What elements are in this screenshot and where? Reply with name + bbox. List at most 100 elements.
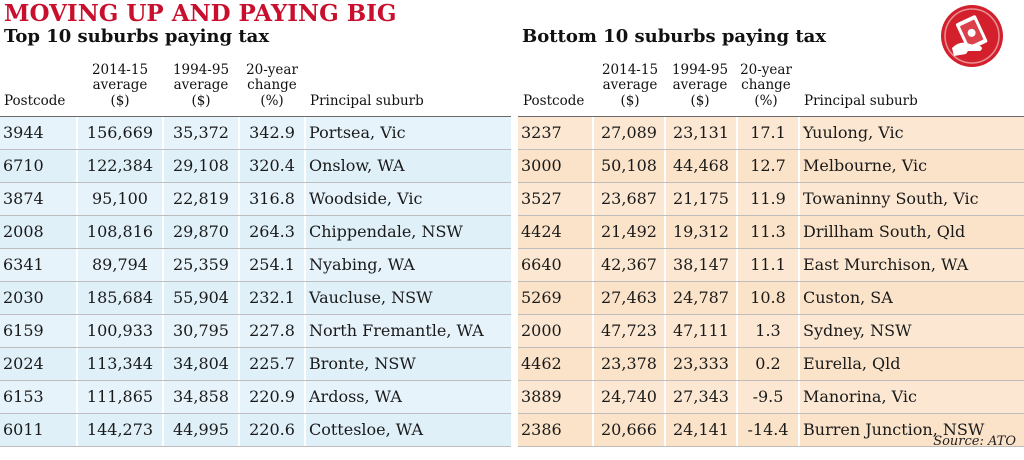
table-body: 3944 156,669 35,372 342.9 Portsea, Vic 6710 12… <box>0 116 511 447</box>
avg-2014-cell: 47,723 <box>594 315 664 347</box>
avg-2014-cell: 95,100 <box>78 183 162 215</box>
avg-1994-cell: 23,333 <box>666 348 736 380</box>
suburb-cell: Melbourne, Vic <box>800 150 1024 182</box>
postcode-cell: 2008 <box>0 216 76 248</box>
header-avg-1994: 1994-95 average ($) <box>671 61 729 109</box>
table-header: Postcode 2014-15 average ($) 1994-95 averag… <box>0 50 511 116</box>
avg-1994-cell: 21,175 <box>666 183 736 215</box>
suburb-cell: Manorina, Vic <box>800 381 1024 413</box>
header-avg-2014: 2014-15 average ($) <box>601 61 659 109</box>
header-suburb: Principal suburb <box>804 92 918 109</box>
avg-2014-cell: 100,933 <box>78 315 162 347</box>
table-row: 5269 27,463 24,787 10.8 Custon, SA <box>518 282 1024 315</box>
change-cell: 10.8 <box>738 282 798 314</box>
table-row: 6153 111,865 34,858 220.9 Ardoss, WA <box>0 381 511 414</box>
change-cell: 11.1 <box>738 249 798 281</box>
top-10-subtitle: Top 10 suburbs paying tax <box>4 26 270 47</box>
change-cell: 11.9 <box>738 183 798 215</box>
postcode-cell: 2386 <box>518 414 592 446</box>
bottom-10-subtitle: Bottom 10 suburbs paying tax <box>522 26 827 47</box>
avg-2014-cell: 50,108 <box>594 150 664 182</box>
bottom-10-table: Postcode 2014-15 average ($) 1994-95 averag… <box>518 50 1024 447</box>
header-change: 20-year change (%) <box>246 61 298 109</box>
postcode-cell: 6341 <box>0 249 76 281</box>
table-row: 3889 24,740 27,343 -9.5 Manorina, Vic <box>518 381 1024 414</box>
avg-2014-cell: 185,684 <box>78 282 162 314</box>
avg-1994-cell: 30,795 <box>164 315 238 347</box>
table-body: 3237 27,089 23,131 17.1 Yuulong, Vic 3000 50,1… <box>518 116 1024 447</box>
postcode-cell: 3889 <box>518 381 592 413</box>
postcode-cell: 5269 <box>518 282 592 314</box>
suburb-cell: Drillham South, Qld <box>800 216 1024 248</box>
postcode-cell: 3874 <box>0 183 76 215</box>
suburb-cell: Burren Junction, NSW <box>800 414 1024 446</box>
avg-1994-cell: 35,372 <box>164 117 238 149</box>
postcode-cell: 2030 <box>0 282 76 314</box>
suburb-cell: Ardoss, WA <box>306 381 511 413</box>
change-cell: 220.6 <box>240 414 304 446</box>
table-row: 3000 50,108 44,468 12.7 Melbourne, Vic <box>518 150 1024 183</box>
postcode-cell: 4462 <box>518 348 592 380</box>
postcode-cell: 6153 <box>0 381 76 413</box>
suburb-cell: Woodside, Vic <box>306 183 511 215</box>
change-cell: 17.1 <box>738 117 798 149</box>
header-avg-2014: 2014-15 average ($) <box>91 61 149 109</box>
table-row: 2008 108,816 29,870 264.3 Chippendale, NSW <box>0 216 511 249</box>
avg-2014-cell: 113,344 <box>78 348 162 380</box>
change-cell: 12.7 <box>738 150 798 182</box>
hand-holding-money-icon <box>940 4 1004 68</box>
table-row: 6710 122,384 29,108 320.4 Onslow, WA <box>0 150 511 183</box>
avg-2014-cell: 156,669 <box>78 117 162 149</box>
headline: MOVING UP AND PAYING BIG <box>4 0 397 27</box>
avg-1994-cell: 25,359 <box>164 249 238 281</box>
avg-2014-cell: 89,794 <box>78 249 162 281</box>
avg-2014-cell: 20,666 <box>594 414 664 446</box>
change-cell: 1.3 <box>738 315 798 347</box>
avg-2014-cell: 122,384 <box>78 150 162 182</box>
change-cell: 0.2 <box>738 348 798 380</box>
change-cell: 227.8 <box>240 315 304 347</box>
avg-2014-cell: 23,378 <box>594 348 664 380</box>
avg-1994-cell: 29,108 <box>164 150 238 182</box>
change-cell: 232.1 <box>240 282 304 314</box>
change-cell: 220.9 <box>240 381 304 413</box>
avg-1994-cell: 24,787 <box>666 282 736 314</box>
suburb-cell: Custon, SA <box>800 282 1024 314</box>
avg-2014-cell: 21,492 <box>594 216 664 248</box>
avg-1994-cell: 27,343 <box>666 381 736 413</box>
table-row: 2386 20,666 24,141 -14.4 Burren Junction, NS… <box>518 414 1024 447</box>
postcode-cell: 2024 <box>0 348 76 380</box>
change-cell: 225.7 <box>240 348 304 380</box>
table-row: 3527 23,687 21,175 11.9 Towaninny South, Vic <box>518 183 1024 216</box>
avg-1994-cell: 24,141 <box>666 414 736 446</box>
table-row: 2030 185,684 55,904 232.1 Vaucluse, NSW <box>0 282 511 315</box>
change-cell: 254.1 <box>240 249 304 281</box>
suburb-cell: Onslow, WA <box>306 150 511 182</box>
avg-2014-cell: 108,816 <box>78 216 162 248</box>
avg-2014-cell: 23,687 <box>594 183 664 215</box>
suburb-cell: North Fremantle, WA <box>306 315 511 347</box>
table-row: 6011 144,273 44,995 220.6 Cottesloe, WA <box>0 414 511 447</box>
change-cell: 316.8 <box>240 183 304 215</box>
change-cell: -9.5 <box>738 381 798 413</box>
avg-1994-cell: 29,870 <box>164 216 238 248</box>
change-cell: 264.3 <box>240 216 304 248</box>
postcode-cell: 6159 <box>0 315 76 347</box>
postcode-cell: 2000 <box>518 315 592 347</box>
header-postcode: Postcode <box>523 92 585 109</box>
avg-2014-cell: 27,089 <box>594 117 664 149</box>
suburb-cell: Towaninny South, Vic <box>800 183 1024 215</box>
postcode-cell: 6710 <box>0 150 76 182</box>
header-avg-1994: 1994-95 average ($) <box>172 61 230 109</box>
avg-1994-cell: 34,804 <box>164 348 238 380</box>
avg-2014-cell: 24,740 <box>594 381 664 413</box>
suburb-cell: Nyabing, WA <box>306 249 511 281</box>
table-row: 6341 89,794 25,359 254.1 Nyabing, WA <box>0 249 511 282</box>
table-row: 2024 113,344 34,804 225.7 Bronte, NSW <box>0 348 511 381</box>
header-change: 20-year change (%) <box>740 61 792 109</box>
table-row: 6640 42,367 38,147 11.1 East Murchison, WA <box>518 249 1024 282</box>
avg-1994-cell: 19,312 <box>666 216 736 248</box>
table-row: 6159 100,933 30,795 227.8 North Fremantle, W… <box>0 315 511 348</box>
header-suburb: Principal suburb <box>310 92 424 109</box>
avg-1994-cell: 55,904 <box>164 282 238 314</box>
